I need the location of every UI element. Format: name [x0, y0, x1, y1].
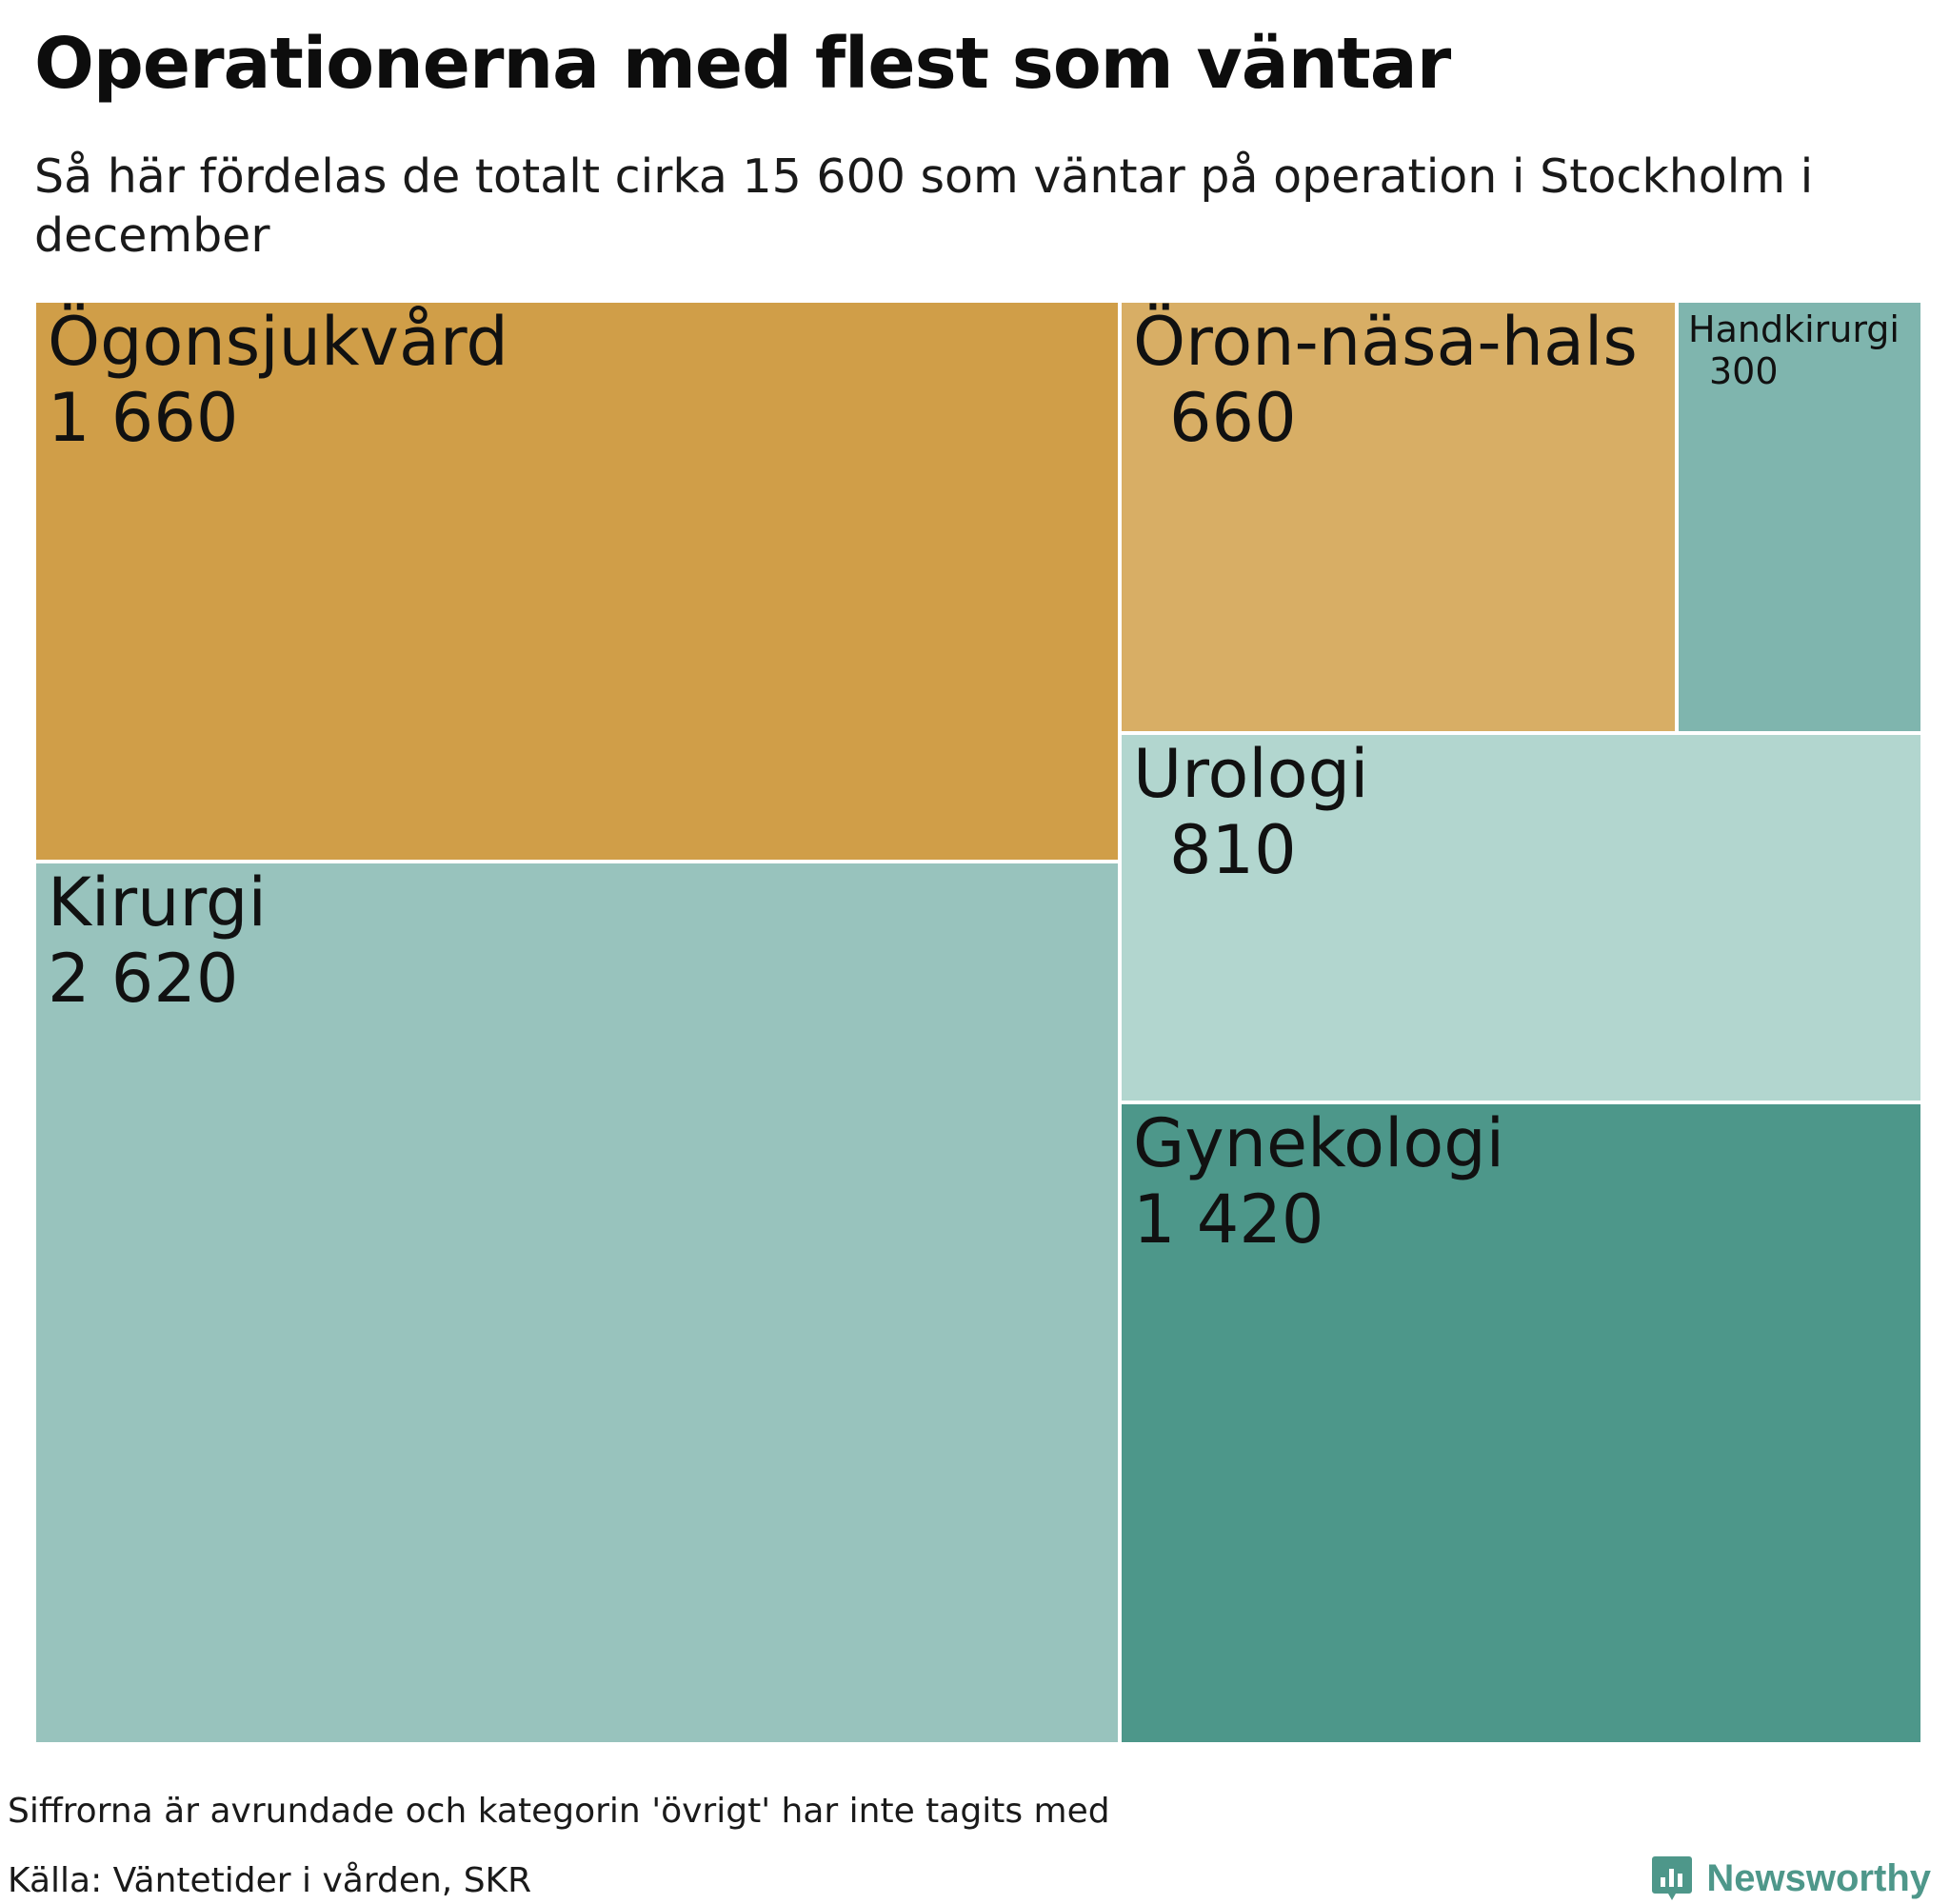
tile-gynekologi: Gynekologi 1 420: [1120, 1102, 1922, 1744]
tile-kirurgi: Kirurgi 2 620: [34, 862, 1120, 1744]
treemap: Ögonsjukvård 1 660 Kirurgi 2 620 Öron-näsa-h…: [34, 301, 1922, 1744]
source-note: Källa: Väntetider i vården, SKR: [8, 1861, 532, 1900]
tile-label: Gynekologi: [1133, 1104, 1505, 1182]
tile-ogonsjukvard: Ögonsjukvård 1 660: [34, 301, 1120, 862]
brand-name: Newsworthy: [1706, 1856, 1931, 1899]
tile-value: 1 660: [48, 379, 239, 457]
tile-label: Öron-näsa-hals: [1133, 303, 1638, 381]
newsworthy-logo-icon: [1652, 1856, 1693, 1900]
footnote: Siffrorna är avrundade och kategorin 'öv…: [8, 1792, 1110, 1831]
tile-label: Handkirurgi: [1688, 308, 1900, 350]
chart-subtitle: Så här fördelas de totalt cirka 15 600 s…: [34, 149, 1814, 263]
tile-label: Ögonsjukvård: [48, 303, 508, 381]
tile-value: 810: [1169, 811, 1297, 889]
tile-value: 300: [1709, 350, 1779, 392]
tile-urologi: Urologi 810: [1120, 733, 1922, 1102]
chart-title: Operationerna med flest som väntar: [34, 23, 1451, 105]
tile-handkirurgi: Handkirurgi 300: [1677, 301, 1922, 733]
tile-label: Urologi: [1133, 735, 1369, 813]
tile-label: Kirurgi: [48, 863, 267, 942]
tile-value: 1 420: [1133, 1180, 1324, 1259]
tile-value: 2 620: [48, 940, 239, 1018]
tile-value: 660: [1169, 379, 1297, 457]
brand-logo: Newsworthy: [1651, 1854, 1931, 1902]
tile-oron-nasa-hals: Öron-näsa-hals 660: [1120, 301, 1677, 733]
